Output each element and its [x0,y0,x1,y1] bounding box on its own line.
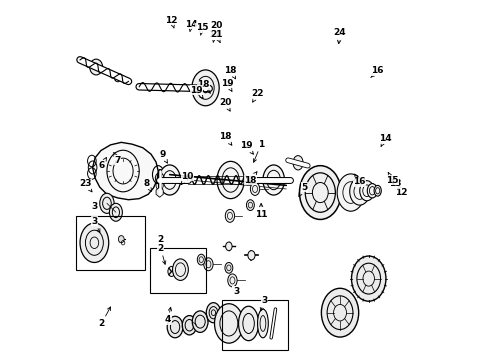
Ellipse shape [248,251,255,260]
Text: 3: 3 [233,287,239,296]
Text: 19: 19 [241,141,253,154]
Text: 18: 18 [224,66,237,79]
Text: 2: 2 [158,235,164,244]
Text: 18: 18 [219,132,232,145]
Ellipse shape [239,306,259,341]
Ellipse shape [192,311,208,332]
Ellipse shape [197,254,205,265]
Text: 13: 13 [390,175,402,188]
Polygon shape [156,187,163,197]
Ellipse shape [360,181,374,201]
Text: 18: 18 [197,81,210,93]
Ellipse shape [90,59,102,75]
Ellipse shape [263,165,285,195]
Text: 3: 3 [260,296,268,311]
Text: 3: 3 [91,217,100,232]
Ellipse shape [321,288,359,337]
Ellipse shape [172,178,175,182]
Ellipse shape [368,184,377,198]
Text: 18: 18 [244,172,257,185]
Ellipse shape [172,259,188,280]
Text: 2: 2 [158,244,166,264]
Ellipse shape [350,178,370,205]
Text: 5: 5 [299,183,307,197]
Bar [221,300,288,350]
Text: 12: 12 [395,185,407,197]
Ellipse shape [192,70,219,106]
Text: 1: 1 [253,140,264,162]
Bar [76,216,145,270]
Ellipse shape [167,316,183,338]
Ellipse shape [80,223,109,262]
Text: 22: 22 [251,89,264,102]
Ellipse shape [351,256,386,301]
Ellipse shape [299,166,341,220]
Ellipse shape [206,303,220,323]
Polygon shape [93,142,158,200]
Bar [150,248,205,293]
Ellipse shape [225,262,233,273]
Ellipse shape [293,156,303,170]
Text: 19: 19 [190,86,203,99]
Text: 20: 20 [210,21,222,33]
Text: 4: 4 [165,307,172,324]
Text: 10: 10 [181,172,194,185]
Text: 9: 9 [159,150,168,163]
Text: 6: 6 [98,157,106,170]
Ellipse shape [109,203,122,221]
Ellipse shape [374,185,381,196]
Text: 8: 8 [143,179,151,191]
Ellipse shape [225,242,232,251]
Ellipse shape [250,183,260,195]
Ellipse shape [225,210,235,222]
Text: 16: 16 [371,66,384,77]
Text: 12: 12 [165,16,178,28]
Ellipse shape [217,161,245,199]
Text: 21: 21 [210,30,222,42]
Ellipse shape [115,74,121,82]
Ellipse shape [228,274,237,287]
Text: 14: 14 [185,19,197,32]
Text: 7: 7 [114,153,121,165]
Ellipse shape [215,304,243,343]
Text: 14: 14 [379,134,391,147]
Text: 2: 2 [98,307,111,328]
Text: 17: 17 [208,30,221,42]
Ellipse shape [165,178,168,182]
Ellipse shape [159,165,180,195]
Text: 15: 15 [196,23,208,35]
Ellipse shape [258,309,269,338]
Ellipse shape [159,178,162,182]
Text: 24: 24 [334,28,346,44]
Ellipse shape [168,266,175,276]
Ellipse shape [119,235,124,243]
Ellipse shape [182,316,196,335]
Text: 20: 20 [219,98,231,111]
Ellipse shape [204,258,213,271]
Text: 11: 11 [255,203,268,219]
Ellipse shape [100,193,114,213]
Ellipse shape [246,200,254,211]
Text: 16: 16 [353,174,366,186]
Ellipse shape [337,174,365,211]
Ellipse shape [238,322,242,328]
Text: 23: 23 [79,179,92,192]
Text: 3: 3 [91,202,98,211]
Text: 19: 19 [221,79,233,91]
Text: 15: 15 [386,172,398,185]
